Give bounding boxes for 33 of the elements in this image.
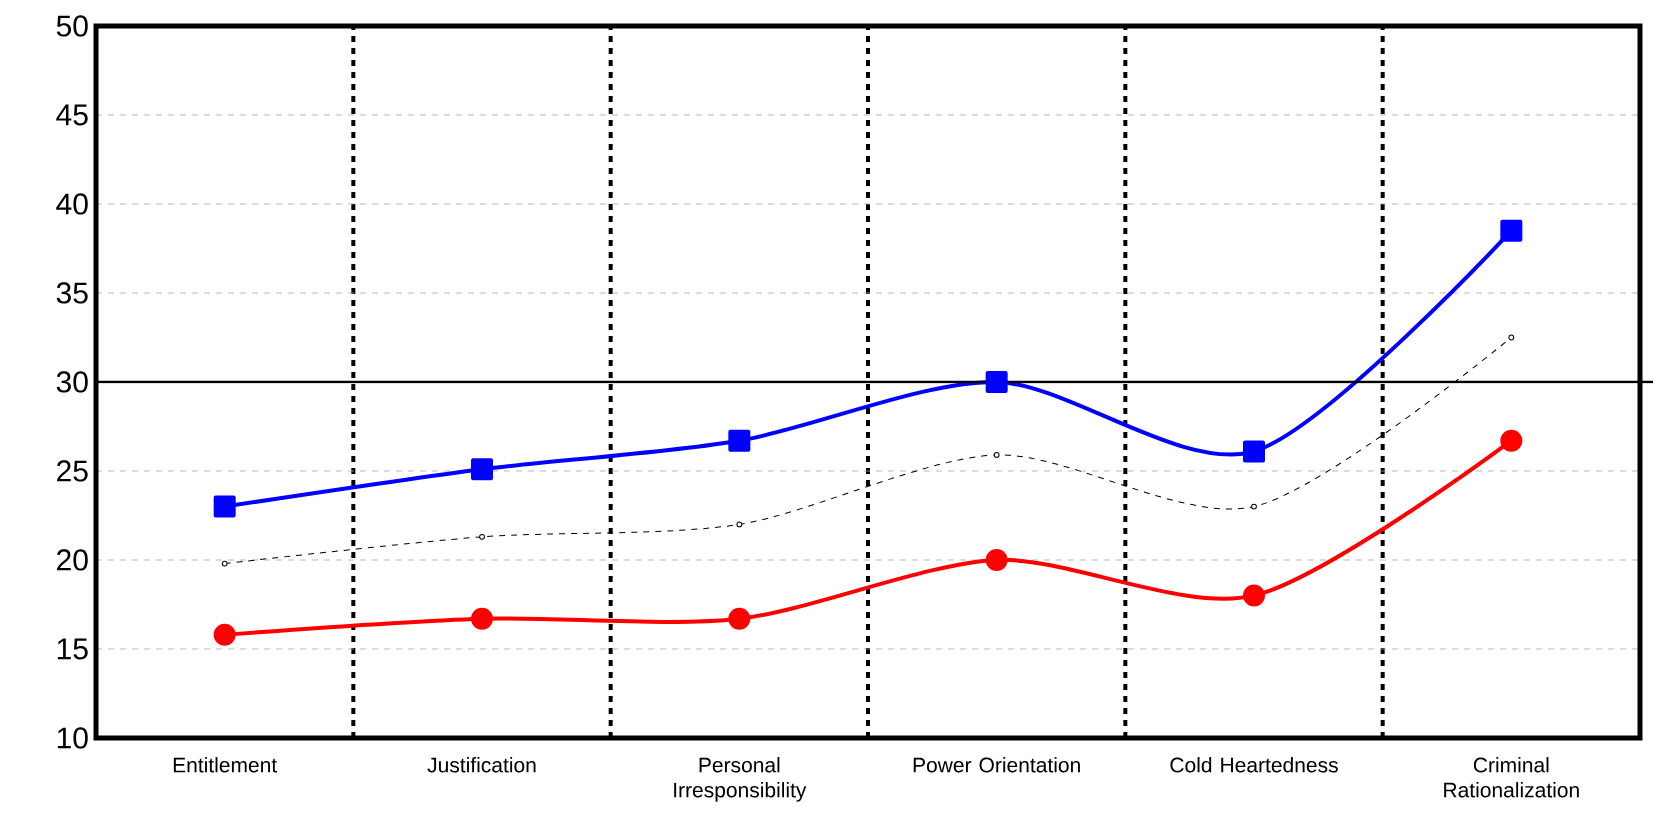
y-tick-label: 15	[57, 638, 88, 660]
y-tick-label: 10	[57, 727, 88, 749]
x-tick-label: Cold Heartedness	[1170, 757, 1338, 773]
y-tick-label: 25	[57, 460, 88, 482]
y-tick-label: 50	[56, 15, 88, 37]
point	[985, 370, 1008, 393]
x-tick-label: Entitlement	[173, 757, 278, 773]
point	[1251, 503, 1257, 510]
point	[471, 458, 493, 481]
point	[479, 533, 485, 540]
point	[1243, 440, 1265, 463]
point	[1243, 584, 1265, 607]
point	[985, 548, 1008, 571]
x-tick-label: Justification	[427, 757, 536, 773]
y-tick-label: 20	[57, 549, 88, 571]
point	[736, 521, 743, 528]
y-tick-label: 45	[56, 104, 88, 126]
y-tick-label: 35	[56, 282, 88, 304]
x-tick-label: Criminal Rationalization	[1444, 757, 1579, 798]
point	[728, 429, 751, 452]
y-tick-label: 30	[56, 371, 88, 393]
point	[1500, 429, 1523, 452]
x-tick-label: Power Orientation	[913, 757, 1080, 773]
point	[221, 560, 228, 567]
point	[1508, 334, 1515, 341]
y-tick-label: 40	[56, 193, 88, 215]
point	[213, 623, 236, 646]
point	[471, 607, 493, 630]
point	[1500, 219, 1523, 242]
x-tick-label: Personal Irresponsibility	[674, 757, 807, 802]
point	[728, 607, 751, 630]
point	[213, 495, 236, 518]
point	[993, 452, 1000, 458]
